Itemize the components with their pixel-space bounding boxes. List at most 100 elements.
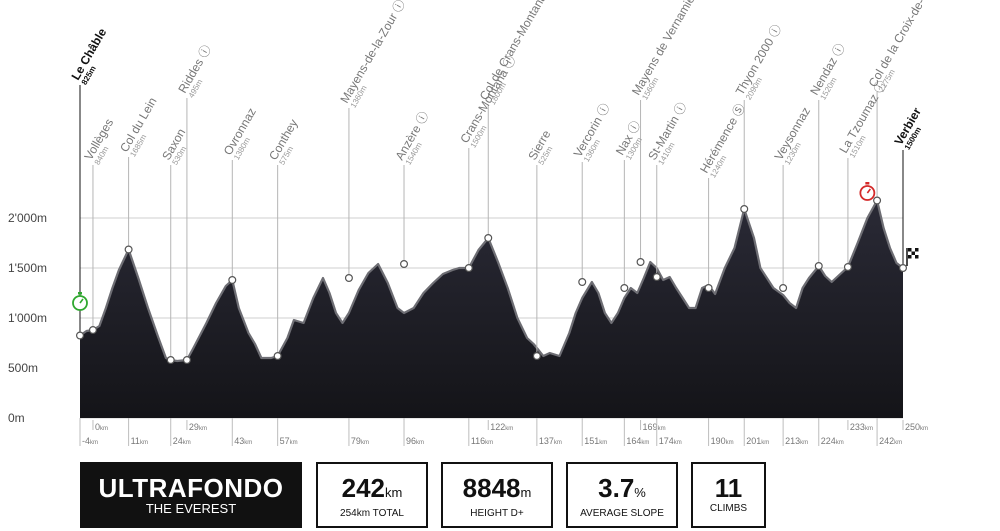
x-tick-unit-151: km (599, 440, 607, 446)
y-tick-label-1500: 1'500m (8, 261, 47, 275)
start-timer-crown (78, 292, 82, 295)
point-ovronnaz (228, 276, 237, 285)
x-tick-label-233: 233km (850, 422, 873, 432)
y-tick-label-500: 500m (8, 361, 38, 375)
point-heremence (704, 284, 713, 293)
x-tick-unit-122: km (505, 426, 513, 432)
x-tick-unit-57: km (290, 440, 298, 446)
x-tick-label-213: 213km (785, 436, 808, 446)
x-tick-unit-0: km (100, 426, 108, 432)
finish-timer-crown (865, 182, 870, 185)
brand-title: ULTRAFONDO (98, 473, 284, 503)
point-st-martin (652, 273, 661, 282)
x-tick-unit-29: km (199, 426, 207, 432)
point-crans-montana (464, 264, 473, 273)
elevation-area (80, 200, 903, 418)
x-tick-unit--4: km (90, 440, 98, 446)
x-tick-label-0: 0km (95, 422, 108, 432)
finish-flag-square (915, 255, 919, 259)
slope-value: 3.7 (598, 473, 635, 503)
x-tick-unit-224: km (836, 440, 844, 446)
x-tick-unit-233: km (865, 426, 873, 432)
x-tick-label-190: 190km (711, 436, 734, 446)
distance-stat: 242km 254km TOTAL (316, 462, 428, 528)
x-tick-unit-174: km (674, 440, 682, 446)
point-col-de-la-croix-de-coeur (873, 196, 882, 205)
x-tick-unit-79: km (361, 440, 369, 446)
climbs-caption: CLIMBS (709, 503, 748, 514)
point-saxon (166, 356, 175, 365)
x-tick-unit-11: km (140, 440, 148, 446)
point-conthey (273, 352, 282, 361)
slope-caption: AVERAGE SLOPE (580, 508, 664, 519)
pass-name-col-de-la-croix-de-coeur: Col de la Croix-de-Coeur ⓘ (866, 0, 952, 90)
y-tick-label-1000: 1'000m (8, 311, 47, 325)
x-tick-label-151: 151km (584, 436, 607, 446)
x-tick-unit-116: km (485, 440, 493, 446)
finish-flag-square (911, 251, 915, 255)
x-tick-unit-242: km (894, 440, 902, 446)
x-tick-label-242: 242km (879, 436, 902, 446)
finish-flag-icon (906, 248, 919, 266)
slope-unit: % (634, 485, 646, 500)
x-tick-label-116: 116km (471, 436, 493, 446)
x-tick-label-96: 96km (406, 436, 424, 446)
x-tick-unit-169: km (658, 426, 666, 432)
point-le-chable (75, 331, 84, 340)
point-volleges (88, 326, 97, 335)
x-tick-unit-43: km (244, 440, 252, 446)
pass-name-col-de-crans-montana: Col de Crans-Montana (477, 0, 550, 103)
x-tick-label-250: 250km (905, 422, 928, 432)
x-tick-label-137: 137km (539, 436, 562, 446)
x-tick-unit-190: km (726, 440, 734, 446)
height-unit: m (520, 485, 532, 500)
height-caption: HEIGHT D+ (470, 508, 524, 519)
x-tick-label-122: 122km (490, 422, 513, 432)
brand-box: ULTRAFONDO THE EVEREST (80, 462, 302, 528)
point-col-de-crans-montana (484, 234, 493, 243)
slope-stat: 3.7% AVERAGE SLOPE (566, 462, 678, 528)
x-tick-label-79: 79km (351, 436, 369, 446)
y-tick-label-0: 0m (8, 411, 25, 425)
y-tick-label-2000: 2'000m (8, 211, 47, 225)
height-value: 8848 (462, 473, 521, 503)
climbs-stat: 11 CLIMBS (691, 462, 766, 528)
pass-name-mayens-de-la-zour: Mayens-de-la-Zour ⓘ (337, 0, 407, 106)
x-tick-unit-137: km (554, 440, 562, 446)
elevation-line (79, 199, 904, 363)
x-tick-unit-213: km (800, 440, 808, 446)
finish-flag-square (915, 248, 919, 252)
pass-name-mayens-de-vernamiege: Mayens de Vernamiège (629, 0, 704, 97)
point-nax (620, 284, 629, 293)
height-stat: 8848m HEIGHT D+ (441, 462, 553, 528)
x-tick-label-29: 29km (189, 422, 207, 432)
point-nendaz (814, 262, 823, 271)
point-col-du-lein (124, 245, 133, 254)
point-anzere (400, 260, 409, 269)
x-tick-unit-201: km (761, 440, 769, 446)
finish-flag-square (908, 248, 912, 252)
x-tick-label-43: 43km (234, 436, 252, 446)
x-tick-label-57: 57km (280, 436, 298, 446)
finish-timer-hand (866, 188, 871, 194)
climbs-value: 11 (714, 473, 743, 503)
point-thyon-2000 (740, 205, 749, 214)
point-veysonnaz (779, 284, 788, 293)
x-tick-unit-96: km (416, 440, 424, 446)
